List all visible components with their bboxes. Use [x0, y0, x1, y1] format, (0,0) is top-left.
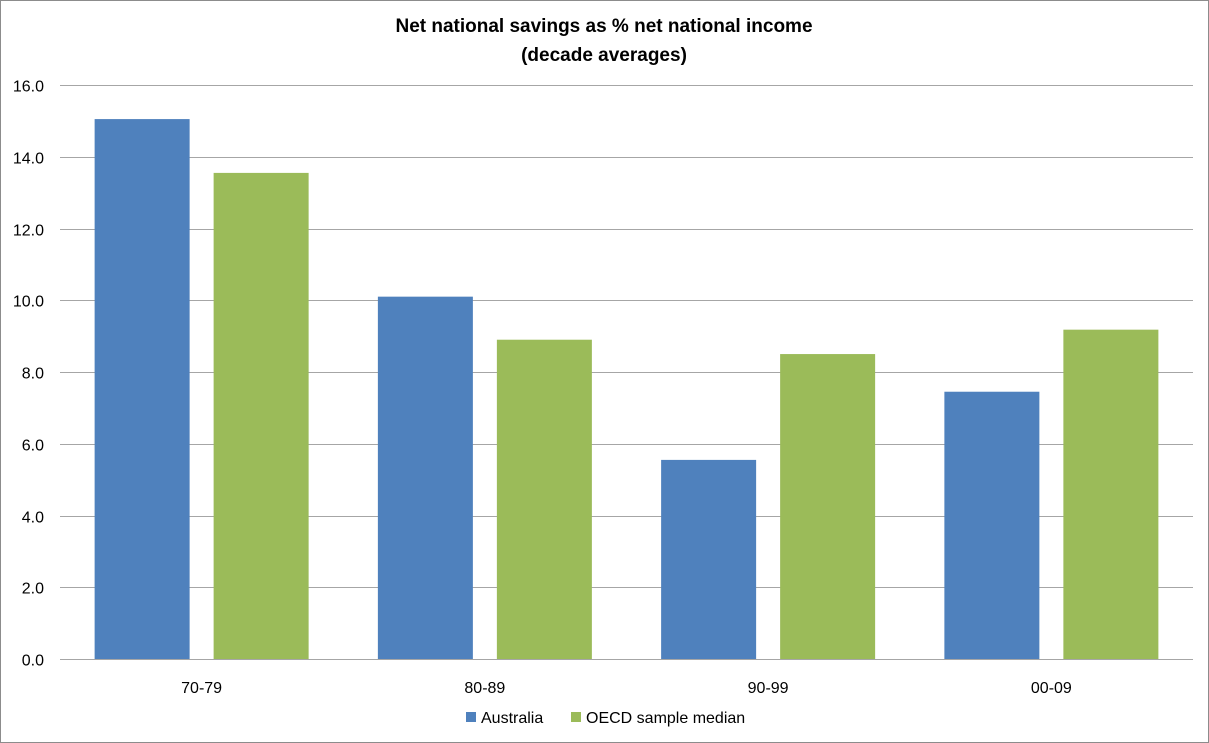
- chart-title-line-2: (decade averages): [521, 45, 687, 66]
- legend-swatch: [571, 712, 581, 722]
- bar-oecd-sample-median-80-89: [496, 339, 592, 659]
- bar-oecd-sample-median-00-09: [1063, 329, 1159, 659]
- bar-oecd-sample-median-90-99: [780, 354, 876, 659]
- x-tick-label: 70-79: [181, 680, 222, 697]
- y-tick-label: 10.0: [13, 294, 44, 311]
- y-tick-label: 2.0: [22, 581, 44, 598]
- x-tick-label: 00-09: [1031, 680, 1072, 697]
- y-tick-label: 6.0: [22, 438, 44, 455]
- legend-swatch: [466, 712, 476, 722]
- legend: Australia OECD sample median: [466, 710, 745, 727]
- bar-australia-80-89: [377, 296, 473, 659]
- bars: [94, 119, 1159, 660]
- y-axis-tick-labels: 0.0 2.0 4.0 6.0 8.0 10.0 12.0 14.0 16.0: [13, 79, 44, 670]
- y-tick-label: 0.0: [22, 653, 44, 670]
- y-tick-label: 8.0: [22, 366, 44, 383]
- legend-label: Australia: [481, 710, 543, 727]
- y-tick-label: 16.0: [13, 79, 44, 96]
- bar-australia-00-09: [944, 391, 1040, 659]
- bar-australia-70-79: [94, 119, 190, 660]
- y-tick-label: 4.0: [22, 510, 44, 527]
- x-tick-label: 80-89: [464, 680, 505, 697]
- bar-australia-90-99: [661, 459, 757, 659]
- y-tick-label: 14.0: [13, 151, 44, 168]
- y-tick-label: 12.0: [13, 223, 44, 240]
- x-tick-label: 90-99: [748, 680, 789, 697]
- x-axis-tick-labels: 70-79 80-89 90-99 00-09: [181, 680, 1072, 697]
- chart-title-line-1: Net national savings as % net national i…: [395, 16, 812, 37]
- legend-label: OECD sample median: [586, 710, 745, 727]
- bar-oecd-sample-median-70-79: [213, 172, 309, 660]
